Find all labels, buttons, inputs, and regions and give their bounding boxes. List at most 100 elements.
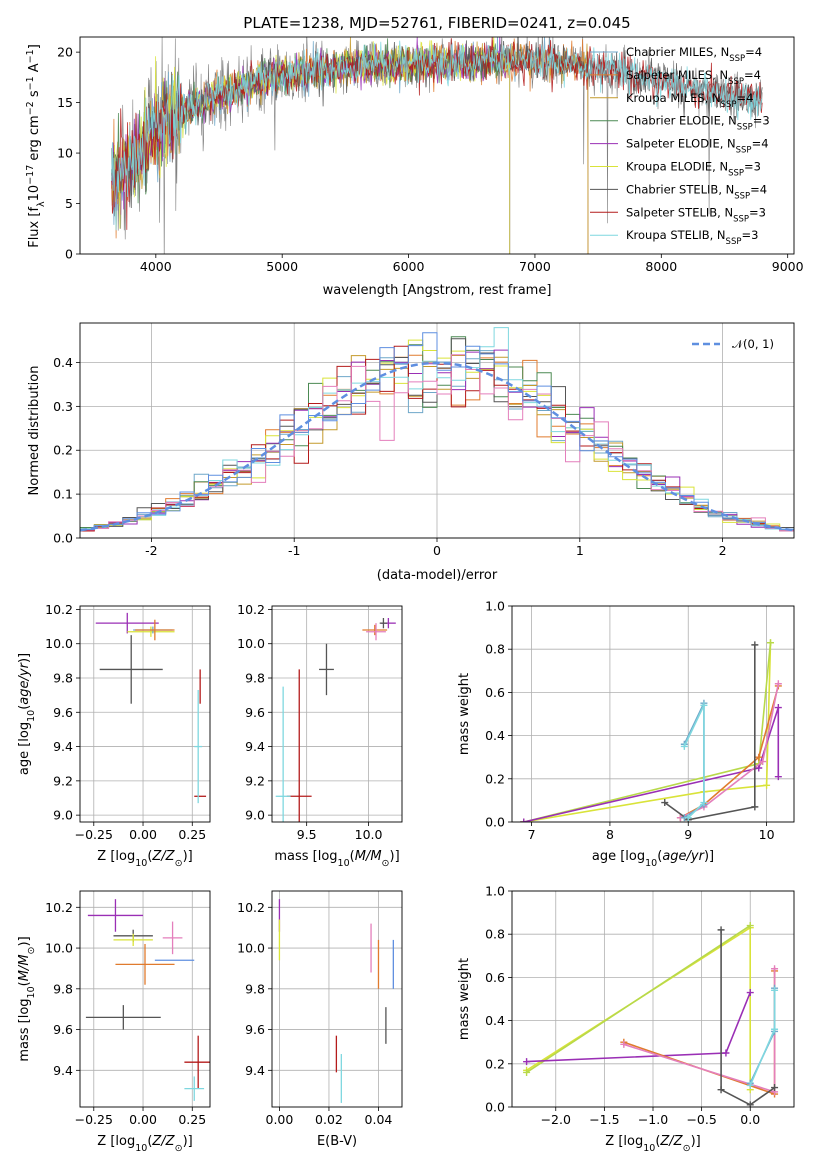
weight-marker bbox=[746, 989, 754, 997]
x-tick-label: 9.5 bbox=[297, 827, 317, 842]
y-tick-label: 0.6 bbox=[485, 685, 505, 700]
x-tick-label: 8 bbox=[606, 827, 614, 842]
y-tick-label: 9.0 bbox=[53, 808, 73, 823]
weight-marker bbox=[771, 965, 779, 973]
weight-marker bbox=[774, 773, 782, 781]
weight-marker bbox=[771, 986, 779, 994]
weight-line-5 bbox=[664, 644, 756, 821]
axes-frame: 4000 5000 6000 7000 8000 9000 0 5 10 15 20 bbox=[57, 36, 804, 274]
x-tick-label: 0.04 bbox=[365, 1112, 393, 1127]
histogram-step-10 bbox=[80, 332, 794, 530]
axes-border bbox=[271, 605, 403, 823]
axes-border bbox=[511, 890, 795, 1108]
legend-label-3: Chabrier ELODIE, NSSP=3 bbox=[626, 114, 770, 133]
y-tick-label: 10.0 bbox=[45, 636, 73, 651]
legend-label-2: Kroupa MILES, NSSP=4 bbox=[626, 91, 753, 110]
weight-marker bbox=[684, 814, 692, 822]
plot-area bbox=[95, 612, 207, 804]
y-tick-label: 9.6 bbox=[245, 705, 265, 720]
axes-frame: 7 8 9 10 0.0 0.2 0.4 0.6 0.8 1.0 bbox=[485, 599, 795, 842]
histogram-step-6 bbox=[80, 338, 794, 530]
x-axis-label: (data-model)/error bbox=[377, 568, 498, 583]
legend-label-0: Chabrier MILES, NSSP=4 bbox=[626, 45, 762, 64]
axes-border bbox=[271, 890, 403, 1108]
mass-weight-vs-z-panel: −2.0 −1.5 −1.0 −0.5 0.0 0.0 0.2 0.4 0.6 0.8 1.0 Z [… bbox=[457, 884, 795, 1154]
y-tick-label: 0.0 bbox=[485, 815, 505, 830]
normal-reference-curve bbox=[80, 361, 794, 532]
y-tick-label: 0.6 bbox=[485, 970, 505, 985]
model-line-7 bbox=[111, 37, 763, 230]
weight-marker bbox=[523, 1058, 531, 1066]
weight-marker bbox=[717, 926, 725, 934]
y-tick-label: 9.4 bbox=[245, 739, 265, 754]
y-axis-label: Normed distribution bbox=[27, 366, 42, 496]
legend-label: 𝒩(0, 1) bbox=[732, 337, 774, 351]
x-axis-label: wavelength [Angstrom, rest frame] bbox=[323, 283, 552, 298]
legend-label-6: Chabrier STELIB, NSSP=4 bbox=[626, 182, 767, 201]
plot-area bbox=[80, 327, 794, 532]
y-tick-label: 9.6 bbox=[53, 705, 73, 720]
grid bbox=[512, 890, 794, 1108]
x-tick-label: 10 bbox=[759, 827, 775, 842]
legend: Chabrier MILES, NSSP=4 Salpeter MILES, NS… bbox=[590, 45, 770, 247]
x-tick-label: 0.25 bbox=[178, 827, 206, 842]
x-tick-label: -2 bbox=[145, 543, 157, 558]
y-tick-label: 9.4 bbox=[245, 1063, 265, 1078]
axes-border bbox=[79, 605, 211, 823]
x-axis-label: Z [log10(Z/Z⊙)] bbox=[97, 849, 192, 869]
plot-area bbox=[275, 618, 396, 822]
grid bbox=[272, 891, 402, 1107]
x-tick-label: 0.00 bbox=[129, 827, 157, 842]
x-tick-label: 9 bbox=[684, 827, 692, 842]
y-tick-label: 9.4 bbox=[53, 739, 73, 754]
weight-marker bbox=[763, 781, 771, 789]
y-tick-label: 5 bbox=[65, 196, 73, 211]
weight-line-7 bbox=[683, 705, 705, 819]
legend-label-1: Salpeter MILES, NSSP=4 bbox=[626, 68, 761, 87]
axes-frame: −2.0 −1.5 −1.0 −0.5 0.0 0.0 0.2 0.4 0.6 0.8 1.0 bbox=[485, 884, 795, 1127]
y-axis-label: Flux [fλ10−17 erg cm−2 s−1 A−1] bbox=[25, 44, 47, 248]
axes-border bbox=[79, 36, 795, 255]
spectrum-panel: 4000 5000 6000 7000 8000 9000 0 5 10 15 20 PLATE=12… bbox=[25, 14, 804, 298]
x-tick-label: -1 bbox=[288, 543, 300, 558]
weight-line-4 bbox=[623, 968, 776, 1093]
weight-line-1 bbox=[526, 924, 751, 1074]
mass-vs-ebv-panel: 0.00 0.02 0.04 9.4 9.6 9.8 10.0 10.2 E(B-V) bbox=[237, 890, 403, 1149]
y-tick-label: 1.0 bbox=[485, 599, 505, 614]
x-tick-label: 0.00 bbox=[129, 1112, 157, 1127]
x-axis-label: age [log10(age/yr)] bbox=[592, 849, 714, 869]
y-tick-label: 9.8 bbox=[245, 981, 265, 996]
weight-marker bbox=[774, 704, 782, 712]
y-tick-label: 9.0 bbox=[245, 808, 265, 823]
weight-marker bbox=[523, 1068, 531, 1076]
x-tick-label: 0.00 bbox=[266, 1112, 294, 1127]
y-tick-label: 9.2 bbox=[245, 773, 265, 788]
y-tick-label: 15 bbox=[57, 95, 73, 110]
weight-line-3 bbox=[623, 970, 776, 1096]
x-tick-label: 1 bbox=[576, 543, 584, 558]
age-vs-mass-panel: 9.5 10.0 9.0 9.2 9.4 9.6 9.8 10.0 10.2 mass [log1… bbox=[237, 602, 403, 869]
weight-marker bbox=[771, 1084, 779, 1092]
y-tick-label: 20 bbox=[57, 45, 73, 60]
weight-marker bbox=[661, 799, 669, 807]
x-tick-label: 8000 bbox=[645, 259, 677, 274]
model-line-6 bbox=[111, 37, 763, 209]
chart-title: PLATE=1238, MJD=52761, FIBERID=0241, z=0… bbox=[243, 14, 630, 32]
y-tick-label: 10.2 bbox=[237, 602, 265, 617]
y-tick-label: 10.0 bbox=[237, 941, 265, 956]
axes-frame: −0.25 0.00 0.25 9.4 9.6 9.8 10.0 10.2 bbox=[45, 890, 211, 1127]
y-tick-label: 0.4 bbox=[53, 355, 73, 370]
weight-marker bbox=[767, 639, 774, 647]
age-vs-z-panel: −0.25 0.00 0.25 9.0 9.2 9.4 9.6 9.8 10.0 10.2 Z [l… bbox=[17, 602, 211, 869]
weight-marker bbox=[620, 1040, 628, 1048]
x-tick-label: 0 bbox=[433, 543, 441, 558]
x-tick-label: 2 bbox=[719, 543, 727, 558]
x-tick-label: −0.5 bbox=[686, 1112, 716, 1127]
x-tick-label: 0.25 bbox=[178, 1112, 206, 1127]
weight-line-2 bbox=[523, 707, 780, 822]
plot-area bbox=[520, 639, 782, 822]
y-tick-label: 9.4 bbox=[53, 1063, 73, 1078]
grid bbox=[272, 606, 402, 822]
x-tick-label: 7 bbox=[528, 827, 536, 842]
